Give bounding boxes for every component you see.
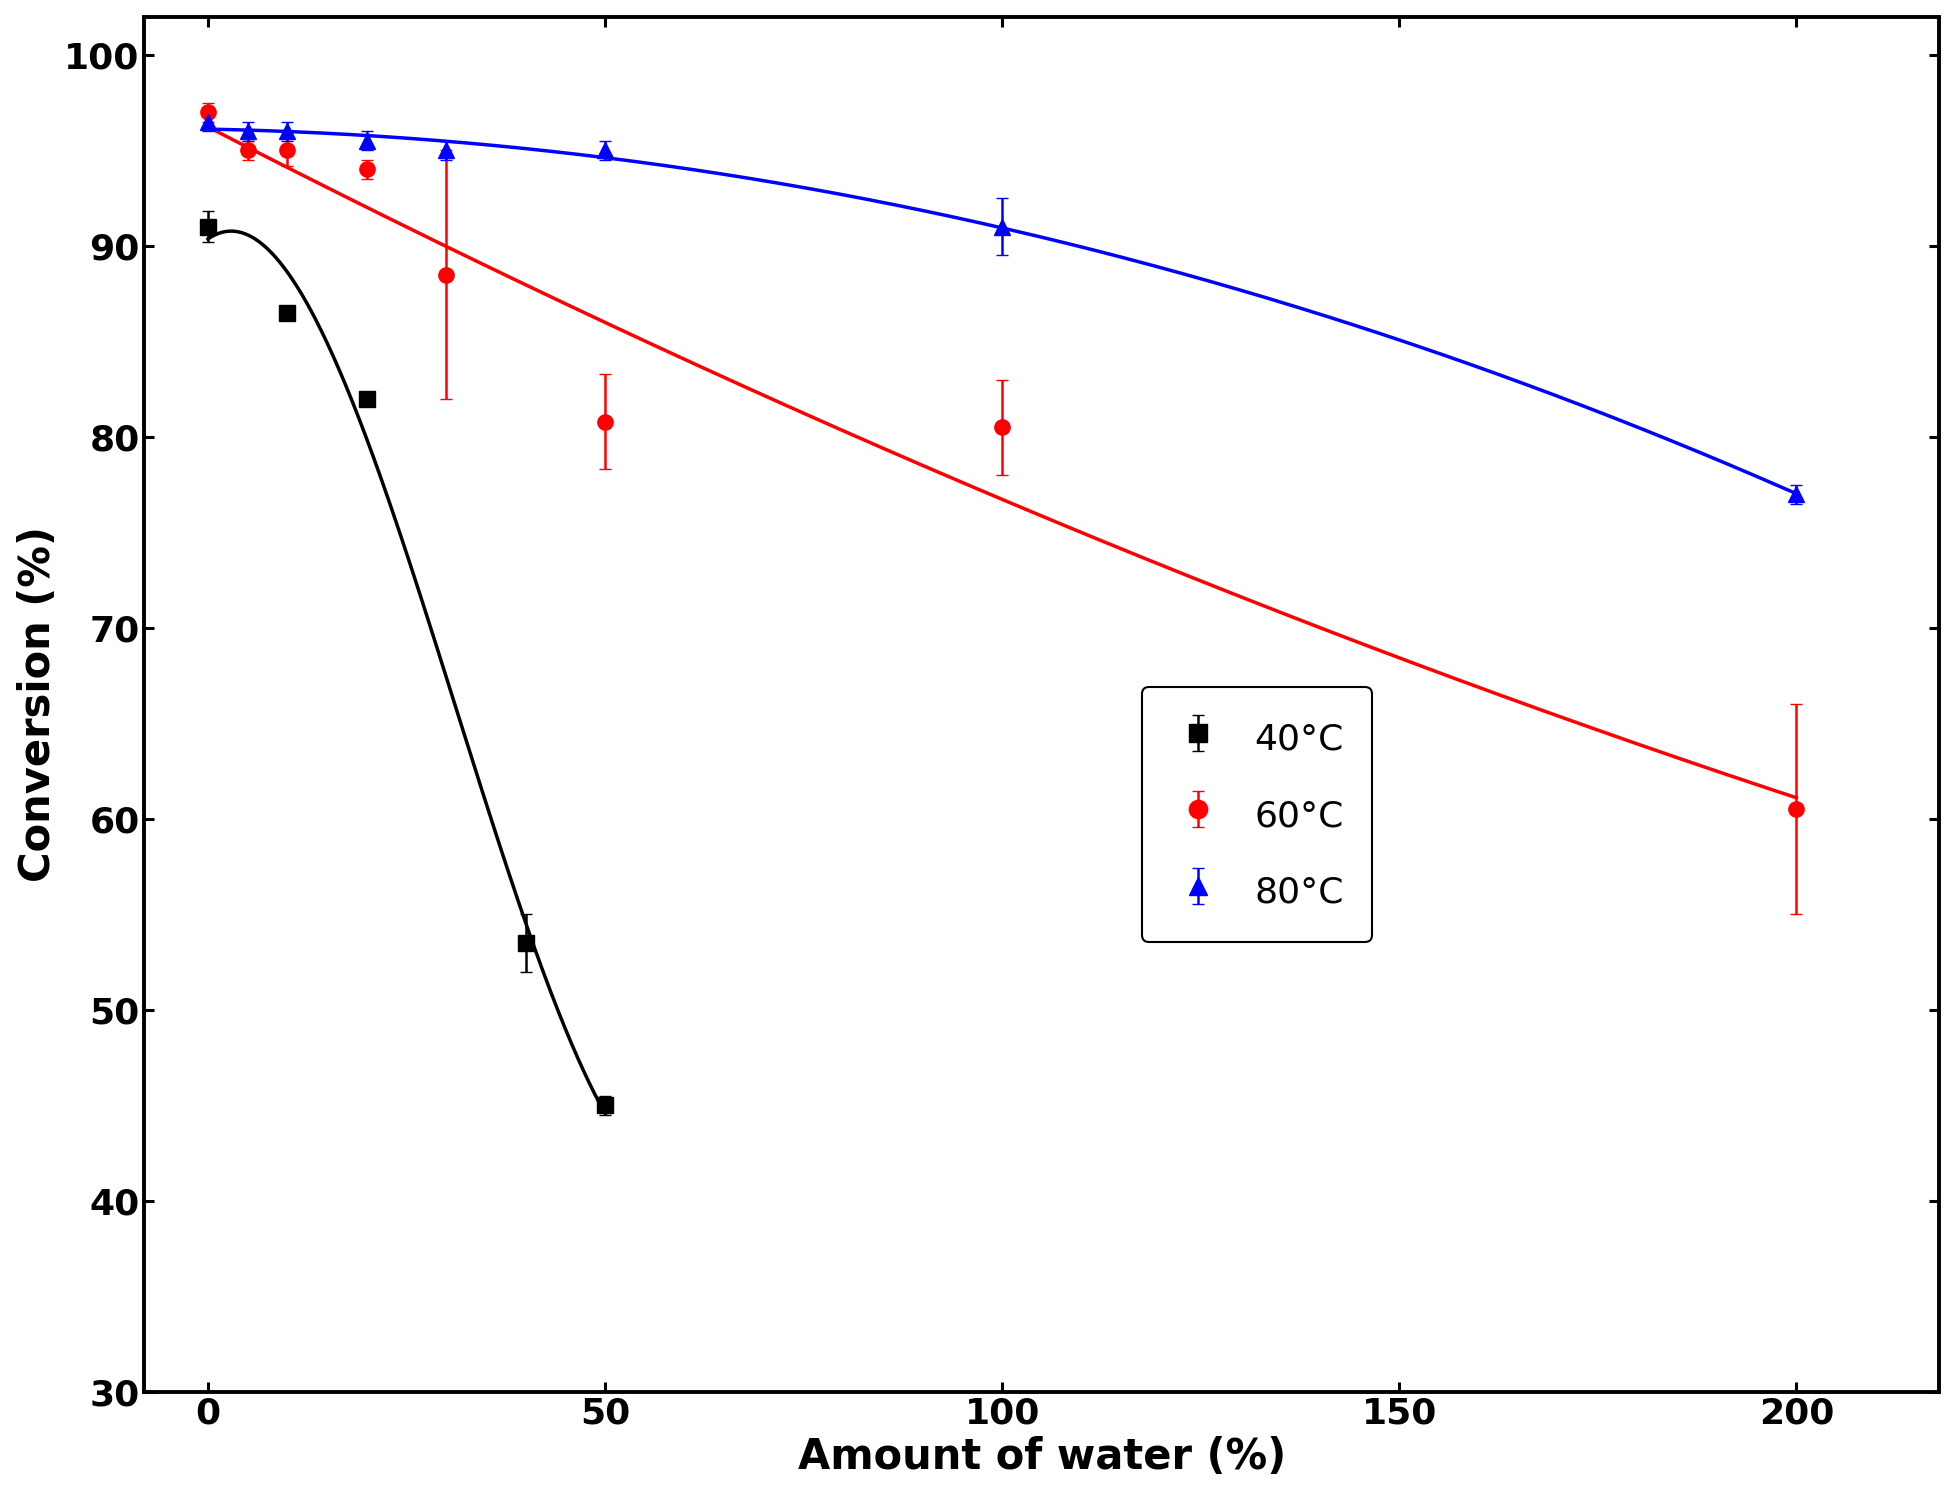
X-axis label: Amount of water (%): Amount of water (%) [798, 1437, 1284, 1479]
Legend: 40°C, 60°C, 80°C: 40°C, 60°C, 80°C [1142, 686, 1372, 942]
Y-axis label: Conversion (%): Conversion (%) [18, 526, 59, 882]
